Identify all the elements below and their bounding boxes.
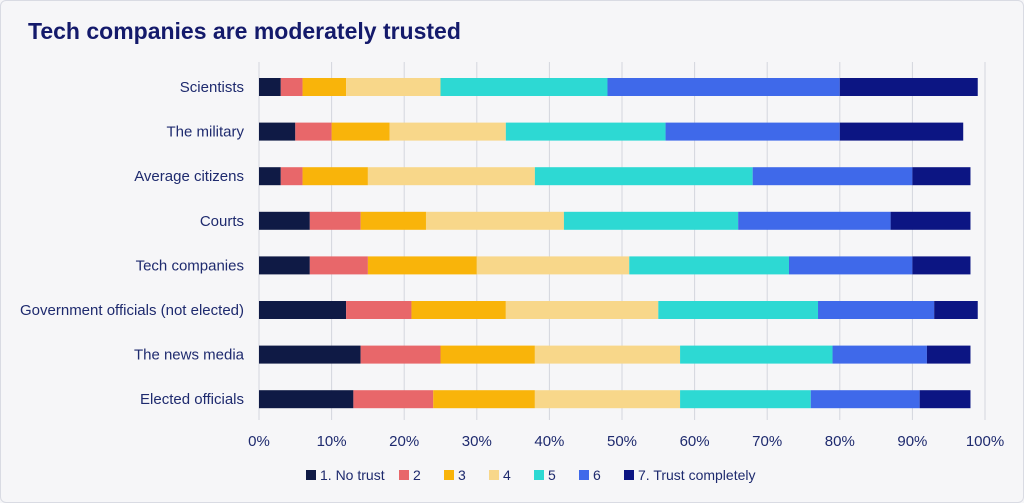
bar-segment-scientists-7-trust-completely — [839, 78, 978, 96]
bar-segment-scientists-5 — [440, 78, 608, 96]
bar-segment-courts-3 — [360, 211, 426, 230]
legend-swatch — [306, 470, 316, 480]
bar-segment-tech-companies-3 — [367, 256, 477, 275]
category-label: Average citizens — [134, 168, 244, 185]
bar-segment-tech-companies-7-trust-completely — [912, 256, 971, 275]
bar-segment-average-citizens-3 — [302, 167, 368, 186]
bar-segment-the-military-3 — [331, 122, 390, 141]
bar-segment-the-military-1-no-trust — [259, 122, 296, 141]
legend-swatch — [579, 470, 589, 480]
x-tick-label: 20% — [389, 433, 419, 450]
category-label: Tech companies — [136, 257, 244, 274]
category-label: Courts — [200, 213, 244, 230]
bar-segment-the-military-4 — [389, 122, 506, 141]
bar-segment-average-citizens-5 — [534, 167, 753, 186]
bar-segment-scientists-3 — [302, 78, 347, 96]
bar-segment-courts-7-trust-completely — [890, 211, 971, 230]
x-tick-label: 0% — [248, 433, 270, 450]
legend-label: 3 — [458, 467, 466, 483]
bar-segment-scientists-6 — [607, 78, 840, 96]
bar-segment-the-news-media-5 — [680, 345, 833, 364]
category-label: The military — [166, 124, 244, 141]
x-tick-label: 50% — [607, 433, 637, 450]
bar-segment-the-military-5 — [505, 122, 666, 141]
bar-segment-average-citizens-4 — [367, 167, 535, 186]
bar-segment-average-citizens-7-trust-completely — [912, 167, 971, 186]
bar-segment-average-citizens-1-no-trust — [259, 167, 281, 186]
bar-segment-elected-officials-2 — [353, 390, 434, 409]
bar-segment-government-officials-not-elected-4 — [505, 301, 659, 319]
bar-segment-tech-companies-6 — [788, 256, 913, 275]
legend-swatch — [624, 470, 634, 480]
x-tick-label: 90% — [897, 433, 927, 450]
x-tick-label: 30% — [462, 433, 492, 450]
legend-swatch — [399, 470, 409, 480]
bar-segment-elected-officials-5 — [680, 390, 811, 409]
x-tick-label: 80% — [825, 433, 855, 450]
bar-segment-government-officials-not-elected-5 — [658, 301, 819, 319]
bar-segment-government-officials-not-elected-6 — [818, 301, 935, 319]
bar-segment-government-officials-not-elected-1-no-trust — [259, 301, 347, 319]
category-label: Government officials (not elected) — [20, 302, 244, 319]
x-tick-label: 10% — [317, 433, 347, 450]
legend-swatch — [489, 470, 499, 480]
bar-segment-the-military-6 — [665, 122, 840, 141]
bar-segment-the-news-media-6 — [832, 345, 927, 364]
category-label: Scientists — [180, 79, 244, 96]
bar-segment-courts-6 — [738, 211, 891, 230]
legend-label: 6 — [593, 467, 601, 483]
bar-segment-scientists-1-no-trust — [259, 78, 281, 96]
category-labels: Scientists The military Average citizens Co… — [20, 79, 245, 408]
legend-label: 7. Trust completely — [638, 467, 756, 483]
bar-segment-elected-officials-7-trust-completely — [919, 390, 971, 409]
x-tick-label: 40% — [534, 433, 564, 450]
x-axis-ticks: 0% 10% 20% 30% 40% 50% 60% 70% 80% 90% 100% — [248, 433, 1004, 450]
bar-segment-elected-officials-1-no-trust — [259, 390, 354, 409]
bar-segment-the-news-media-4 — [534, 345, 681, 364]
bar-segment-elected-officials-6 — [810, 390, 920, 409]
bar-segment-the-news-media-7-trust-completely — [926, 345, 971, 364]
bar-segment-the-military-2 — [295, 122, 332, 141]
gridlines — [258, 62, 986, 420]
bar-segment-scientists-2 — [280, 78, 303, 96]
legend-label: 4 — [503, 467, 511, 483]
legend-swatch — [534, 470, 544, 480]
bar-segment-courts-2 — [309, 211, 361, 230]
bar-segment-average-citizens-2 — [280, 167, 303, 186]
x-tick-label: 70% — [752, 433, 782, 450]
bar-segment-tech-companies-1-no-trust — [259, 256, 310, 275]
x-tick-label: 100% — [966, 433, 1004, 450]
legend-label: 1. No trust — [320, 467, 385, 483]
legend-label: 5 — [548, 467, 556, 483]
bar-segment-courts-4 — [425, 211, 564, 230]
chart-title: Tech companies are moderately trusted — [28, 18, 461, 44]
bars — [259, 78, 978, 409]
bar-segment-tech-companies-2 — [309, 256, 368, 275]
category-label: The news media — [134, 347, 245, 364]
bar-segment-the-news-media-2 — [360, 345, 441, 364]
legend-label: 2 — [413, 467, 421, 483]
legend-swatch — [444, 470, 454, 480]
bar-segment-tech-companies-4 — [476, 256, 630, 275]
bar-segment-government-officials-not-elected-3 — [411, 301, 506, 319]
bar-segment-average-citizens-6 — [752, 167, 913, 186]
bar-segment-elected-officials-4 — [534, 390, 681, 409]
bar-segment-the-military-7-trust-completely — [839, 122, 964, 141]
legend: 1. No trust 2 3 4 5 6 7. Trust completely — [306, 467, 756, 483]
bar-segment-the-news-media-1-no-trust — [259, 345, 361, 364]
x-tick-label: 60% — [680, 433, 710, 450]
bar-segment-courts-1-no-trust — [259, 211, 310, 230]
bar-segment-tech-companies-5 — [629, 256, 789, 275]
bar-segment-government-officials-not-elected-7-trust-completely — [934, 301, 978, 319]
category-label: Elected officials — [140, 391, 244, 408]
bar-segment-scientists-4 — [346, 78, 441, 96]
bar-segment-elected-officials-3 — [433, 390, 535, 409]
bar-segment-government-officials-not-elected-2 — [346, 301, 412, 319]
bar-segment-the-news-media-3 — [440, 345, 535, 364]
bar-segment-courts-5 — [563, 211, 739, 230]
